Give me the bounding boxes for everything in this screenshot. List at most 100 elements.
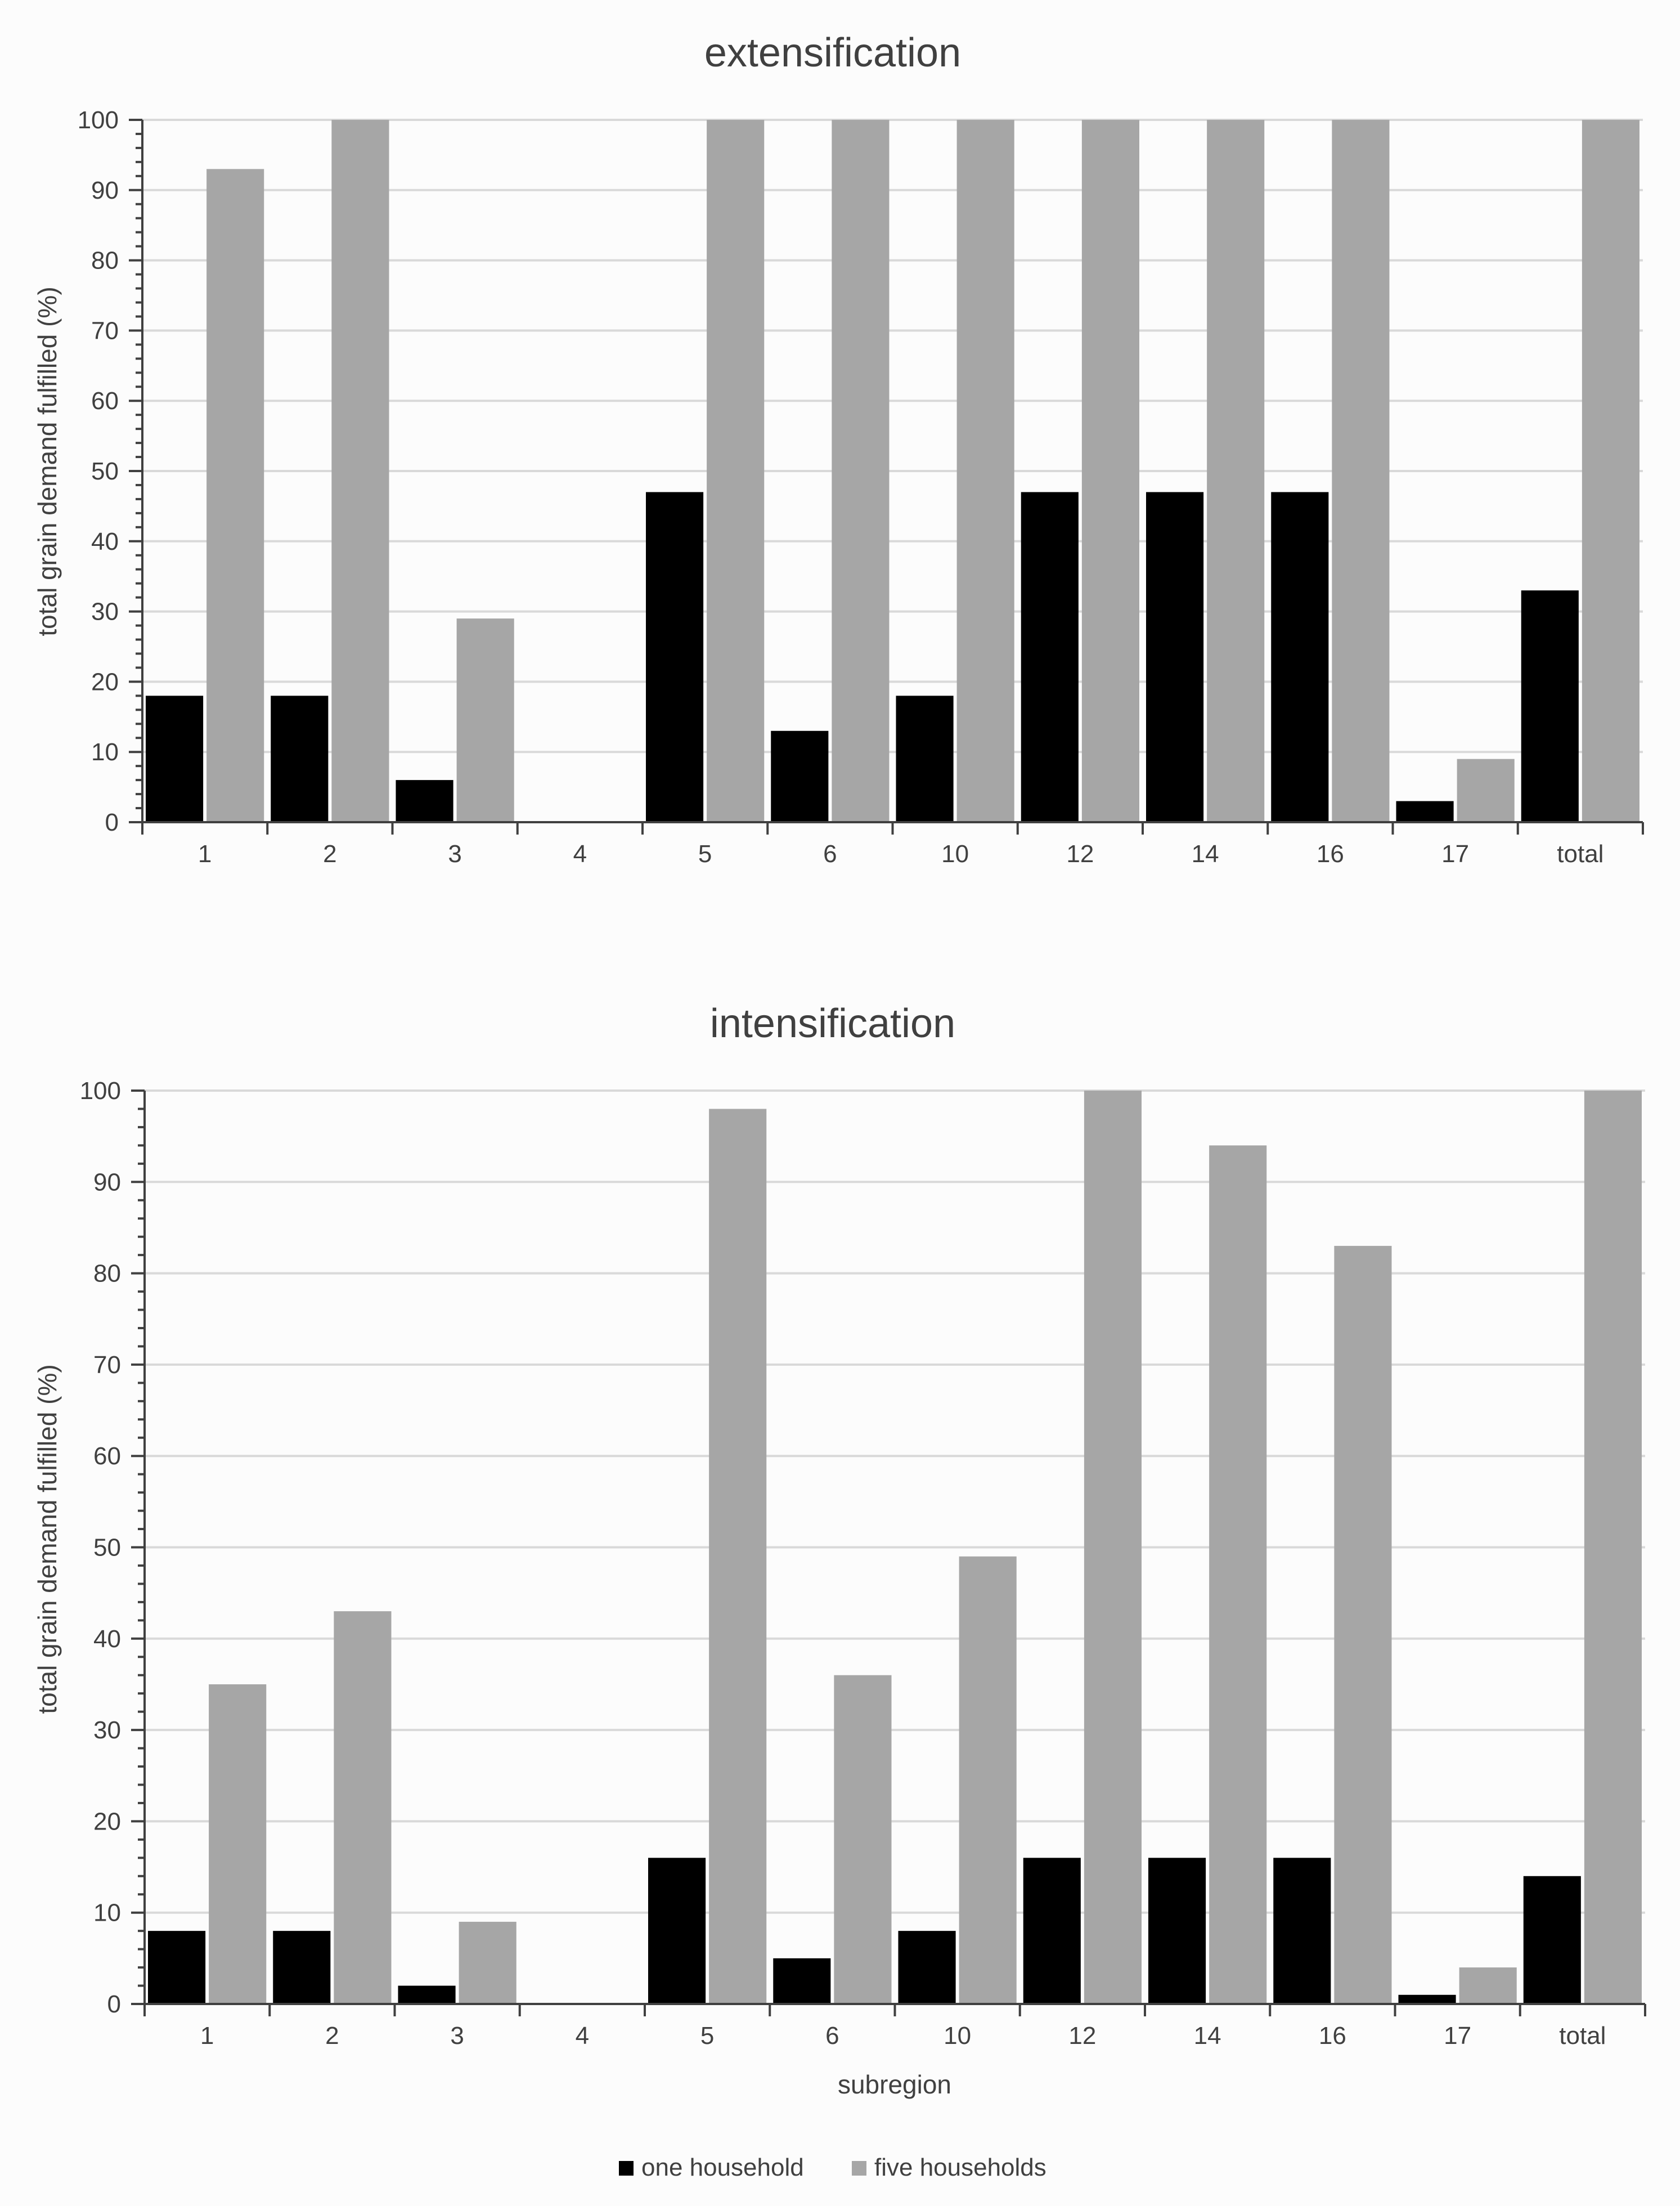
y-axis-label: total grain demand fulfilled (%) [33, 286, 62, 636]
bar-one-household-14 [1148, 1858, 1206, 2004]
bar-one-household-17 [1399, 1995, 1456, 2004]
y-tick-label: 40 [91, 528, 119, 555]
x-tick-label: 17 [1441, 840, 1469, 868]
intensification-chart: intensification total grain demand fulfi… [33, 1001, 1645, 2099]
bar-one-household-1 [148, 1931, 205, 2004]
x-tick-label: 14 [1194, 2022, 1221, 2050]
bar-one-household-6 [773, 1958, 830, 2004]
bar-one-household-10 [899, 1931, 956, 2004]
bar-one-household-16 [1273, 1858, 1331, 2004]
x-tick-label: total [1557, 840, 1603, 868]
x-tick-label: total [1559, 2022, 1606, 2050]
bar-one-household-3 [396, 780, 453, 822]
bar-five-households-2 [331, 120, 389, 822]
bar-one-household-total [1524, 1876, 1581, 2004]
y-tick-label: 60 [91, 387, 119, 415]
bar-one-household-16 [1271, 492, 1328, 822]
bar-five-households-total [1584, 1091, 1642, 2004]
y-tick-label: 100 [78, 106, 119, 134]
y-tick-label: 10 [93, 1899, 121, 1927]
figure: extensification total grain demand fulfi… [0, 0, 1680, 2206]
bar-one-household-5 [648, 1858, 706, 2004]
y-tick-label: 60 [93, 1442, 121, 1470]
legend-swatch-five-households [852, 2161, 866, 2176]
x-tick-label: 3 [448, 840, 461, 868]
y-tick-label: 10 [91, 738, 119, 766]
y-tick-label: 0 [107, 1990, 121, 2018]
y-tick-label: 80 [93, 1260, 121, 1288]
bar-five-households-16 [1334, 1246, 1391, 2004]
legend: one household five households [619, 2154, 1046, 2181]
y-tick-label: 90 [91, 177, 119, 204]
x-tick-label: 4 [576, 2022, 589, 2050]
bar-five-households-12 [1082, 120, 1139, 822]
x-tick-label: 14 [1192, 840, 1219, 868]
bar-five-households-14 [1209, 1145, 1266, 2004]
y-tick-label: 30 [93, 1716, 121, 1744]
x-tick-label: 10 [941, 840, 969, 868]
y-tick-label: 30 [91, 598, 119, 626]
y-tick-label: 20 [91, 668, 119, 696]
x-tick-label: 12 [1068, 2022, 1096, 2050]
bar-one-household-5 [646, 492, 703, 822]
legend-label-five-households: five households [874, 2154, 1046, 2181]
x-tick-label: 1 [200, 2022, 214, 2050]
bar-five-households-17 [1459, 1967, 1517, 2004]
x-tick-label: 5 [698, 840, 712, 868]
x-tick-label: 4 [573, 840, 587, 868]
x-tick-label: 10 [944, 2022, 971, 2050]
x-tick-label: 3 [450, 2022, 464, 2050]
bar-one-household-2 [273, 1931, 330, 2004]
legend-swatch-one-household [619, 2161, 634, 2176]
x-tick-label: 5 [700, 2022, 714, 2050]
bar-five-households-2 [334, 1611, 391, 2004]
bar-one-household-6 [771, 731, 828, 822]
x-tick-label: 17 [1444, 2022, 1471, 2050]
bar-five-households-12 [1084, 1091, 1142, 2004]
y-tick-label: 90 [93, 1168, 121, 1196]
y-axis-label: total grain demand fulfilled (%) [33, 1364, 62, 1714]
x-tick-label: 2 [325, 2022, 339, 2050]
bar-one-household-17 [1396, 801, 1454, 822]
bar-five-households-14 [1207, 120, 1264, 822]
x-tick-label: 6 [823, 840, 837, 868]
chart-title: extensification [704, 30, 961, 75]
x-tick-label: 6 [825, 2022, 839, 2050]
bar-five-households-10 [957, 120, 1014, 822]
chart-title: intensification [710, 1001, 955, 1046]
bar-five-households-5 [707, 120, 764, 822]
x-tick-label: 2 [323, 840, 336, 868]
bar-five-households-10 [959, 1557, 1017, 2004]
legend-label-one-household: one household [641, 2154, 804, 2181]
extensification-chart: extensification total grain demand fulfi… [33, 30, 1643, 868]
bar-one-household-12 [1021, 492, 1079, 822]
y-tick-label: 20 [93, 1808, 121, 1835]
bar-one-household-10 [896, 696, 954, 822]
bar-one-household-2 [271, 696, 328, 822]
bar-five-households-16 [1332, 120, 1389, 822]
y-tick-label: 0 [105, 809, 119, 836]
bar-five-households-1 [206, 169, 264, 822]
bar-five-households-3 [459, 1922, 516, 2004]
y-tick-label: 80 [91, 247, 119, 275]
bar-five-households-5 [709, 1109, 766, 2004]
bar-one-household-3 [398, 1986, 456, 2004]
bar-one-household-14 [1146, 492, 1203, 822]
bar-five-households-6 [834, 1675, 891, 2004]
x-tick-label: 12 [1066, 840, 1094, 868]
y-tick-label: 70 [91, 317, 119, 344]
y-tick-label: 50 [91, 458, 119, 485]
x-tick-label: 1 [198, 840, 212, 868]
x-axis-label: subregion [838, 2070, 951, 2099]
bar-five-households-6 [832, 120, 889, 822]
bar-one-household-12 [1023, 1858, 1081, 2004]
bar-five-households-17 [1457, 759, 1515, 822]
bar-one-household-1 [146, 696, 203, 822]
bar-five-households-1 [209, 1684, 266, 2004]
bar-five-households-3 [457, 618, 514, 822]
y-tick-label: 100 [80, 1077, 121, 1105]
bar-one-household-total [1521, 590, 1579, 822]
y-tick-label: 50 [93, 1534, 121, 1562]
